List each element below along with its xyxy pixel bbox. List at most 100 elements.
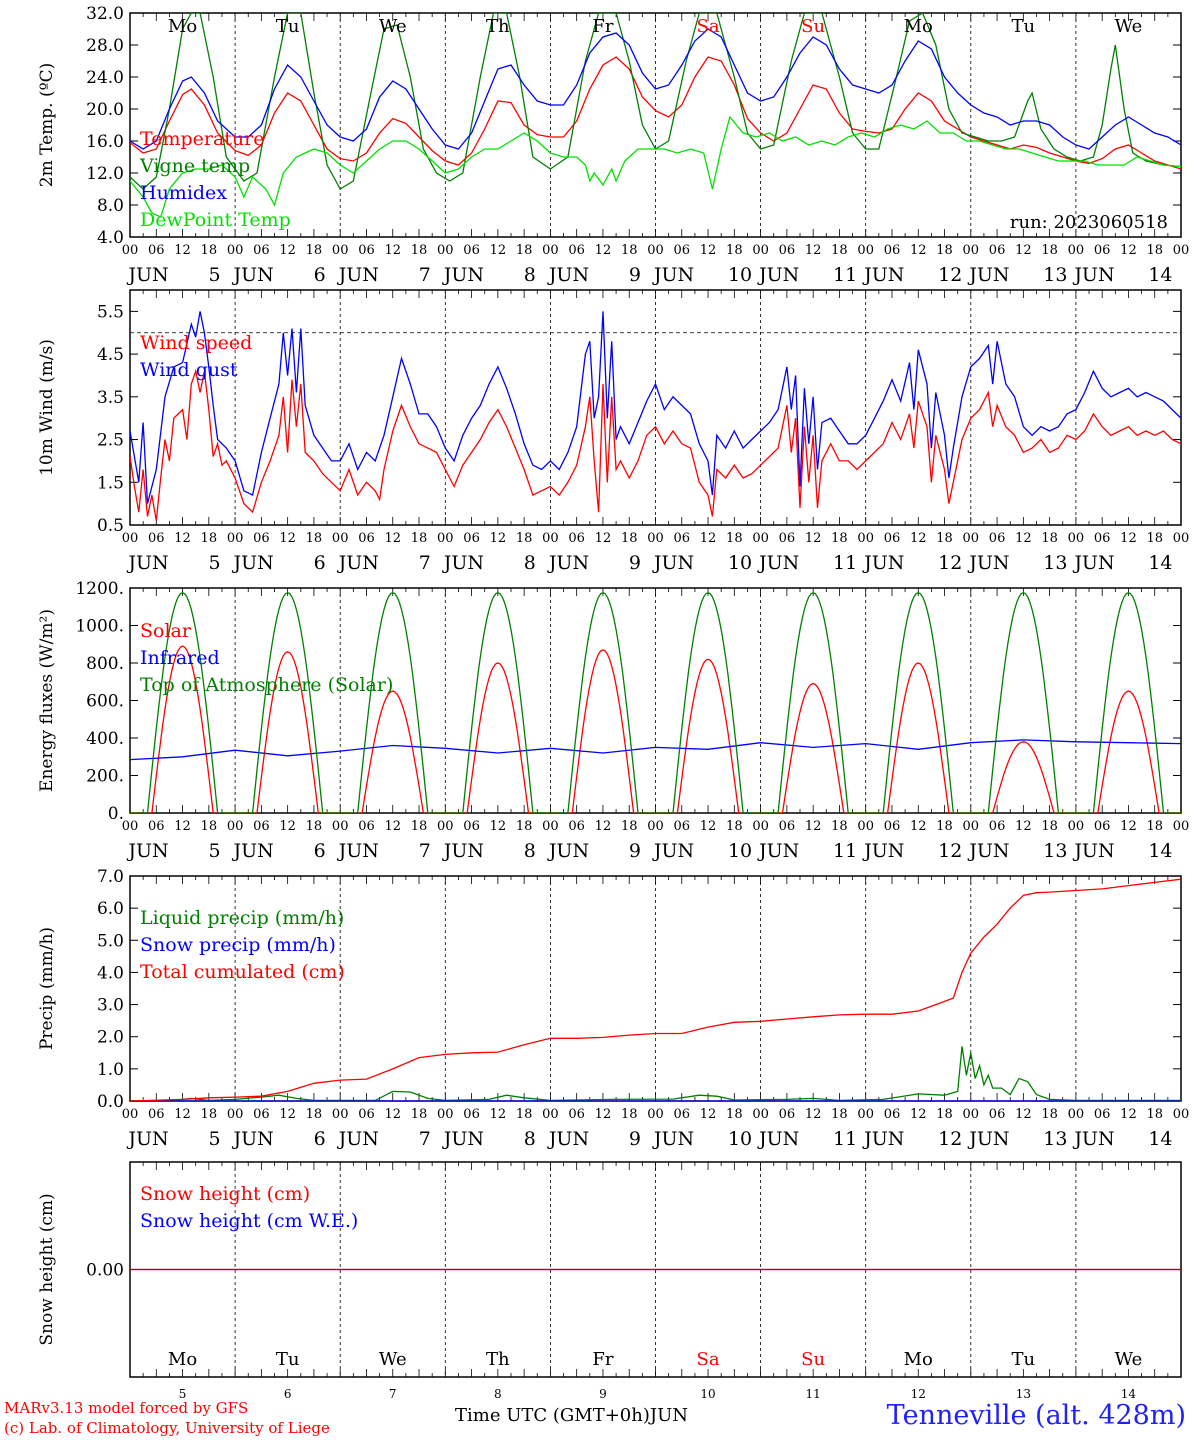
x-month-label: JUN [967,840,1009,862]
hour-ticks [129,290,1182,525]
series-group [130,311,1181,521]
hour-label: 00 [963,819,980,834]
x-month-label: JUN [232,552,274,574]
legend-entry: Total cumulated (cm) [140,961,345,983]
weekday-label: Mo [904,16,933,37]
x-month-label: JUN [232,840,274,862]
y-tick-label: 32.0 [86,4,124,24]
y-tick-label: 5.0 [97,931,124,951]
hour-label: 00 [227,531,244,546]
x-month-label: JUN [757,552,799,574]
run-label: run: 2023060518 [1010,212,1168,233]
x-day-label: 8 [524,1128,536,1150]
hour-label: 00 [857,531,874,546]
hour-label: 06 [358,243,375,258]
panel-energy: 0. 200. 400. 600. 800. 1000. 1200. Energy fluxe… [37,579,1189,862]
x-day-label: 12 [938,1128,962,1150]
legend-entry: Solar [140,620,192,642]
series-group [130,13,1181,218]
hour-label: 12 [700,819,717,834]
hour-label: 00 [752,531,769,546]
bottom-day-number: 5 [179,1387,187,1401]
hour-label: 12 [700,243,717,258]
hour-label: 12 [1015,243,1032,258]
x-day-label: 6 [314,264,326,286]
hour-label: 18 [726,819,743,834]
hour-label: 06 [674,531,691,546]
x-day-label: 12 [938,264,962,286]
weekday-label: Sa [697,1349,720,1370]
hour-label: 18 [201,1107,218,1122]
hour-label: 06 [674,819,691,834]
legend-entry: DewPoint Temp [140,209,291,231]
x-day-label: 10 [728,840,752,862]
x-day-label: 8 [524,840,536,862]
hour-label: 06 [568,819,585,834]
legend-entry: Wind speed [140,332,252,354]
hour-label: 12 [279,243,296,258]
x-month-label: JUN [337,264,379,286]
hour-label: 00 [963,1107,980,1122]
hour-label: 00 [227,1107,244,1122]
x-month-label: JUN [126,1128,168,1150]
x-day-label: 11 [833,552,857,574]
legend-entry: Snow precip (mm/h) [140,934,336,956]
hour-label: 12 [384,243,401,258]
hour-label: 18 [306,243,323,258]
y-tick-label: 0.00 [86,1261,124,1281]
weekday-label: We [1115,1349,1143,1370]
credit-line-1: MARv3.13 model forced by GFS [4,1399,249,1417]
time-axis-label: Time UTC (GMT+0h)JUN [455,1405,688,1426]
weekday-label: Mo [168,1349,197,1370]
x-month-label: JUN [1072,840,1114,862]
series-wind-gust [130,311,1181,504]
y-tick-label: 600. [86,692,124,712]
x-month-label: JUN [547,264,589,286]
hour-label: 06 [779,243,796,258]
hour-label: 00 [752,243,769,258]
hour-label: 06 [674,243,691,258]
x-day-label: 14 [1148,264,1172,286]
y-tick-label: 3.5 [97,388,124,408]
hour-label: 06 [989,243,1006,258]
hour-label: 18 [411,531,428,546]
series-wind-speed [130,368,1181,521]
hour-label: 18 [411,1107,428,1122]
series-temperature [130,56,1181,170]
hour-label: 12 [384,819,401,834]
series-infrared [130,739,1181,761]
bottom-day-number: 11 [806,1387,821,1401]
hour-label: 06 [884,1107,901,1122]
hour-label: 00 [122,243,139,258]
hour-label: 06 [253,531,270,546]
series-total-cumulated-cm- [130,878,1181,1101]
hour-label: 00 [647,819,664,834]
x-day-label: 8 [524,264,536,286]
y-tick-label: 2.5 [97,431,124,451]
hour-label: 12 [279,531,296,546]
hour-label: 06 [148,819,165,834]
hour-label: 06 [463,819,480,834]
hour-label: 00 [542,243,559,258]
x-month-label: JUN [232,264,274,286]
legend-entry: Wind gust [140,359,238,381]
panel-wind: 0.5 1.5 2.5 3.5 4.5 5.5 10m Wind (m/s) Wind spe… [37,289,1189,574]
x-month-label: JUN [862,552,904,574]
hour-label: 00 [857,243,874,258]
hour-label: 12 [805,243,822,258]
x-day-label: 8 [524,552,536,574]
x-day-label: 6 [314,840,326,862]
hour-ticks [129,1162,1182,1377]
hour-label: 18 [201,243,218,258]
hour-label: 00 [647,531,664,546]
hour-label: 12 [910,819,927,834]
x-day-label: 7 [419,264,431,286]
weekday-label: Tu [1012,1349,1036,1370]
hour-label: 00 [332,819,349,834]
hour-label: 12 [700,1107,717,1122]
y-tick-label: 20.0 [86,100,124,120]
hour-label: 06 [1094,243,1111,258]
legend-entry: Snow height (cm W.E.) [140,1210,358,1232]
weekday-label: Mo [168,16,197,37]
hour-label: 06 [989,531,1006,546]
